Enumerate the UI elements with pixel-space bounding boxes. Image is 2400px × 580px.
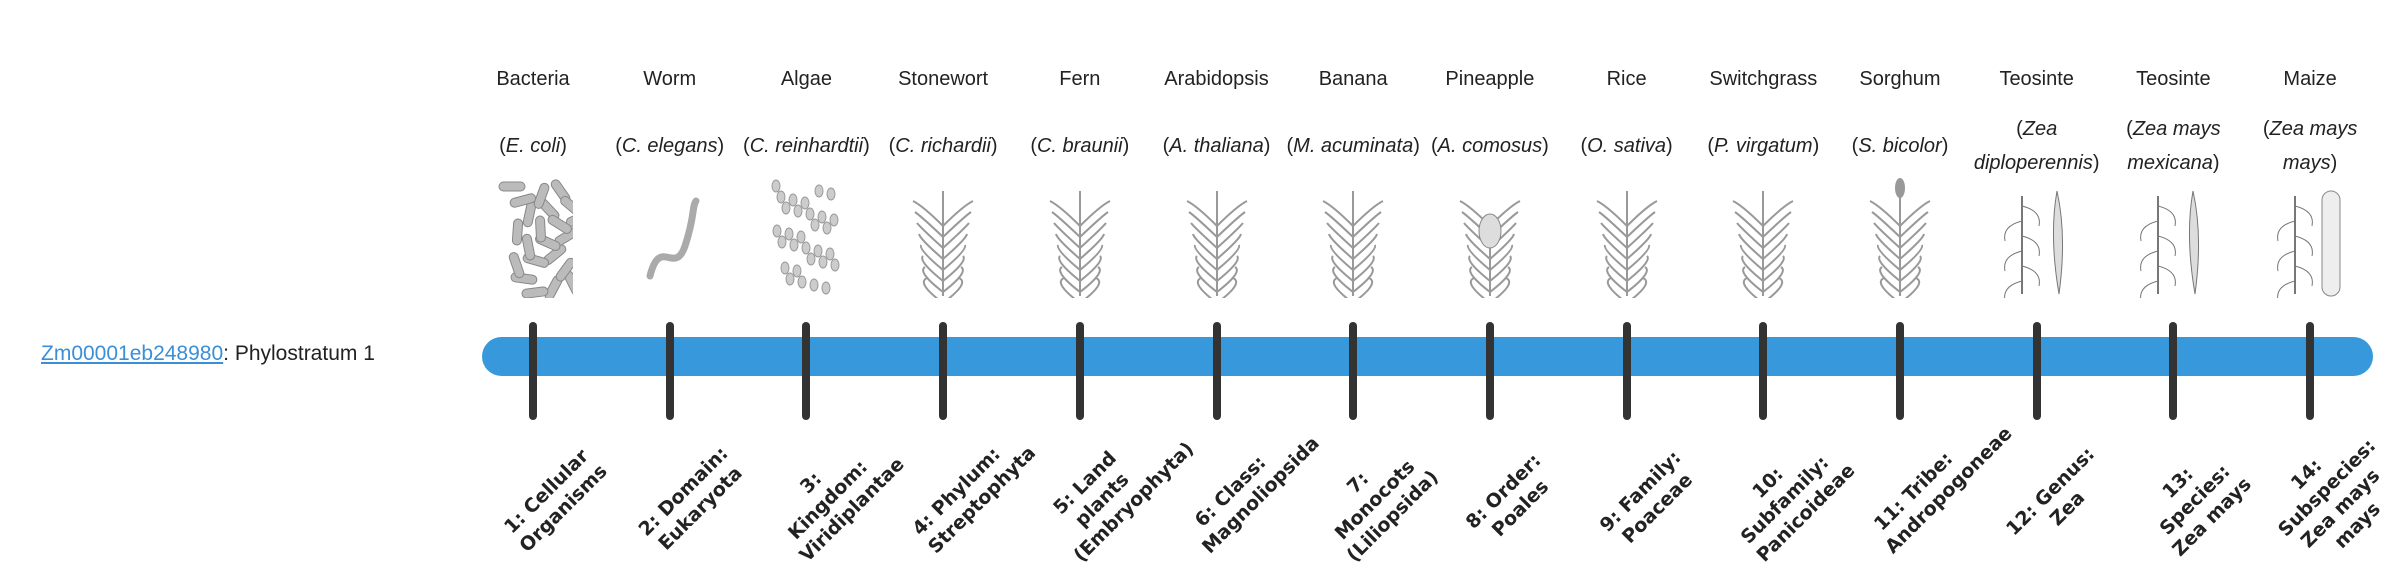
scientific-name-text: Zea diploperennis xyxy=(1973,118,2093,174)
phylostratum-bar xyxy=(482,337,2373,376)
rank-text: 8: Order: Poales xyxy=(1461,449,1554,542)
organism-common-name: Arabidopsis xyxy=(1164,68,1269,90)
scientific-name-text: A. comosus xyxy=(1437,135,1543,157)
rank-text: 10: Subfamily: Panicoideae xyxy=(1736,451,1860,567)
organism-scientific-name: (A. thaliana) xyxy=(1162,135,1271,157)
pineapple-icon xyxy=(1450,176,1530,304)
organism-common-name: Switchgrass xyxy=(1709,68,1818,90)
rank-text: 6: Class: Magnoliopsida xyxy=(1190,432,1324,558)
rank-text: 3: Kingdom: Viridiplantae xyxy=(784,453,910,567)
organism-common-name: Rice xyxy=(1606,68,1647,90)
organism-common-name: Banana xyxy=(1318,68,1388,90)
organism-scientific-name: (C. richardii) xyxy=(888,135,998,157)
organism-scientific-name: (E. coli) xyxy=(499,135,567,157)
scientific-name-text: C. elegans xyxy=(621,135,718,157)
rank-text: 12: Genus: Zea xyxy=(2001,443,2099,540)
organism-common-name: Teosinte xyxy=(1999,68,2074,90)
organism-common-name: Algae xyxy=(780,68,832,90)
rank-text: 9: Family: Poaceae xyxy=(1595,446,1697,548)
rank-text: 11: Tribe: Andropogoneae xyxy=(1869,422,2017,558)
stratum-tick xyxy=(2169,322,2178,420)
organism-scientific-name: (M. acuminata) xyxy=(1286,135,1420,157)
scientific-name-text: C. richardii xyxy=(895,135,991,157)
rank-text: 13: Species: Zea mays xyxy=(2155,460,2257,561)
organism-scientific-name: (C. reinhardtii) xyxy=(743,135,870,157)
sorghum-icon xyxy=(1860,176,1940,304)
bacteria-icon xyxy=(493,176,592,301)
rank-text: 7: Monocots (Liliopsida) xyxy=(1330,455,1444,567)
maize-icon xyxy=(2270,176,2350,302)
stratum-tick xyxy=(1349,322,1358,420)
organism-scientific-name: (C. elegans) xyxy=(615,135,725,157)
stratum-tick xyxy=(939,322,948,420)
scientific-name-text: S. bicolor xyxy=(1858,135,1942,157)
organism-scientific-name: (A. comosus) xyxy=(1430,135,1549,157)
stratum-tick xyxy=(1896,322,1904,420)
organism-common-name: Maize xyxy=(2283,68,2337,90)
scientific-name-text: Zea mays mexicana xyxy=(2127,118,2221,174)
organism-scientific-name: (Zea mays mays) xyxy=(2262,118,2358,174)
phylostratum-text: : Phylostratum 1 xyxy=(223,342,375,365)
banana-icon xyxy=(1313,176,1393,304)
arabidopsis-icon xyxy=(1177,176,1257,304)
organism-common-name: Sorghum xyxy=(1859,68,1941,90)
stratum-tick xyxy=(529,322,537,420)
stratum-tick xyxy=(1485,322,1494,420)
gene-id-link[interactable]: Zm00001eb248980 xyxy=(41,342,224,365)
scientific-name-text: O. sativa xyxy=(1587,135,1667,157)
organism-common-name: Pineapple xyxy=(1445,68,1535,90)
stratum-tick xyxy=(2032,322,2041,420)
stonewort-icon xyxy=(903,176,983,304)
fern-icon xyxy=(1040,176,1120,304)
organism-common-name: Stonewort xyxy=(898,68,989,90)
organism-common-name: Teosinte xyxy=(2136,68,2211,90)
scientific-name-text: Zea mays mays xyxy=(2269,118,2358,174)
gene-phylostratum-label: Zm00001eb248980: Phylostratum 1 xyxy=(41,342,375,366)
scientific-name-text: C. braunii xyxy=(1036,135,1123,157)
organism-scientific-name: (Zea diploperennis) xyxy=(1973,118,2100,174)
rank-text: 4: Phylum: Streptophyta xyxy=(908,441,1041,558)
organism-scientific-name: (Zea mays mexicana) xyxy=(2126,118,2221,174)
switchgrass-icon xyxy=(1723,176,1803,304)
rank-text: 5: Land plants (Embryophyta) xyxy=(1048,437,1198,567)
organism-common-name: Fern xyxy=(1059,68,1101,90)
stratum-tick xyxy=(1622,322,1631,420)
stratum-tick xyxy=(802,322,811,420)
algae-icon xyxy=(766,176,846,298)
teosinte-icon xyxy=(1997,176,2077,302)
scientific-name-text: A. thaliana xyxy=(1169,135,1264,157)
stratum-tick xyxy=(1759,322,1768,420)
organism-scientific-name: (S. bicolor) xyxy=(1851,135,1949,157)
scientific-name-text: P. virgatum xyxy=(1714,135,1813,157)
scientific-name-text: C. reinhardtii xyxy=(749,135,864,157)
rank-text: 2: Domain: Eukaryota xyxy=(634,442,747,555)
organism-common-name: Bacteria xyxy=(496,68,570,90)
stratum-tick xyxy=(2306,322,2315,420)
rank-text: 1: Cellular Organisms xyxy=(500,445,612,557)
worm-icon xyxy=(630,176,710,298)
scientific-name-text: E. coli xyxy=(505,135,561,157)
stratum-tick xyxy=(1075,322,1084,420)
rice-icon xyxy=(1587,176,1667,304)
organism-scientific-name: (O. sativa) xyxy=(1580,135,1673,157)
stratum-tick xyxy=(665,322,674,420)
scientific-name-text: M. acuminata xyxy=(1293,135,1414,157)
rank-text: 14: Subspecies: Zea mays mays xyxy=(2274,434,2386,553)
organism-scientific-name: (C. braunii) xyxy=(1030,135,1130,157)
organism-common-name: Worm xyxy=(643,68,697,90)
organism-scientific-name: (P. virgatum) xyxy=(1707,135,1820,157)
teosinte-icon xyxy=(2133,176,2213,302)
stratum-tick xyxy=(1212,322,1221,420)
